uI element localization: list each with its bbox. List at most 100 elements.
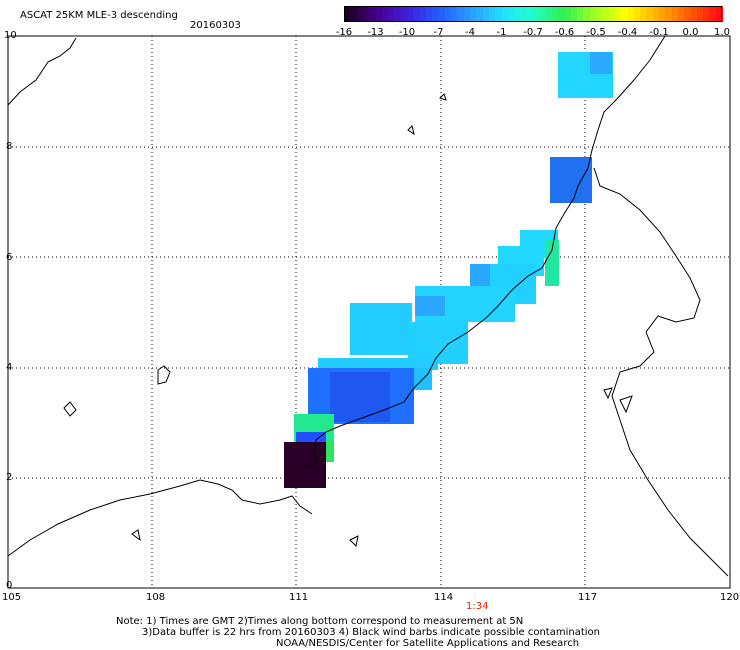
colorbar-segment (589, 6, 597, 22)
colorbar-segment (388, 6, 395, 22)
colorbar-segment (476, 6, 484, 22)
colorbar-segment (488, 6, 496, 22)
colorbar-segment (690, 6, 698, 22)
colorbar-label: -1 (496, 27, 507, 38)
note-line-3: NOAA/NESDIS/Center for Satellite Applica… (276, 638, 580, 649)
y-tick-8: 8 (6, 141, 13, 152)
wind-swath (284, 52, 613, 488)
swath-cell (284, 442, 326, 488)
colorbar-segment (633, 6, 641, 22)
colorbar-segment (501, 6, 509, 22)
colorbar-segment (703, 6, 710, 22)
colorbar-segment (671, 6, 679, 22)
colorbar-segment (432, 6, 440, 22)
colorbar-segment (558, 6, 566, 22)
colorbar-segment (526, 6, 534, 22)
colorbar-segment (394, 6, 402, 22)
colorbar-segment (696, 6, 704, 22)
x-tick-108: 108 (146, 592, 166, 603)
y-tick-4: 4 (6, 362, 13, 373)
colorbar-segment (533, 6, 540, 22)
colorbar-segment (400, 6, 408, 22)
colorbar-segment (596, 6, 603, 22)
time-marker: 1:34 (466, 601, 489, 612)
colorbar-segment (470, 6, 477, 22)
colorbar-segment (583, 6, 591, 22)
colorbar-segment (419, 6, 427, 22)
colorbar-label: -10 (398, 27, 416, 38)
coastlines (7, 35, 729, 577)
colorbar-segment (551, 6, 559, 22)
x-tick-105: 105 (2, 592, 22, 603)
colorbar-segment (375, 6, 383, 22)
x-tick-111: 111 (289, 592, 309, 603)
island (619, 395, 633, 414)
colorbar-segment (539, 6, 547, 22)
island (157, 365, 171, 385)
colorbar-segment (640, 6, 647, 22)
colorbar-segment (344, 6, 351, 22)
colorbar-segment (614, 6, 622, 22)
coastline-malay (7, 479, 313, 557)
map-frame (7, 35, 731, 589)
colorbar-segment (570, 6, 578, 22)
x-tick-120: 120 (720, 592, 740, 603)
swath-cell (550, 157, 592, 203)
island (349, 535, 359, 548)
colorbar-label: -0.4 (617, 27, 638, 38)
swath-cell (350, 303, 412, 355)
colorbar-segment (438, 6, 446, 22)
colorbar-segment (451, 6, 458, 22)
island (63, 401, 77, 417)
colorbar-segment (659, 6, 666, 22)
colorbar-label: -0.7 (523, 27, 543, 38)
island (407, 125, 415, 136)
colorbar-segment (495, 6, 503, 22)
colorbar-segment (362, 6, 370, 22)
y-tick-6: 6 (6, 252, 13, 263)
island (131, 529, 141, 542)
swath-cell (408, 322, 468, 364)
colorbar-segment (545, 6, 553, 22)
colorbar-label: 1.0 (714, 27, 730, 38)
colorbar-segment (564, 6, 572, 22)
colorbar-segment (444, 6, 452, 22)
colorbar-label: -4 (465, 27, 475, 38)
colorbar-segment (356, 6, 364, 22)
colorbar-segment (425, 6, 433, 22)
colorbar-segment (684, 6, 692, 22)
swath-cell (415, 296, 445, 316)
swath-cell (330, 372, 390, 422)
colorbar-segment (514, 6, 521, 22)
colorbar-segment (350, 6, 358, 22)
island (439, 93, 447, 101)
colorbar-label: 0.0 (682, 27, 699, 38)
swath-cell (318, 358, 438, 370)
colorbar-segment (627, 6, 635, 22)
colorbar-label: -0.6 (554, 27, 575, 38)
colorbar-segment (520, 6, 528, 22)
colorbar-segment (407, 6, 414, 22)
coastline-palawan (301, 35, 666, 469)
colorbar-segment (677, 6, 685, 22)
y-tick-10: 10 (4, 30, 17, 41)
colorbar-segment (381, 6, 389, 22)
colorbar-segment (457, 6, 465, 22)
colorbar-segment (482, 6, 490, 22)
colorbar-segment (463, 6, 471, 22)
swath-cell (545, 240, 559, 286)
island (603, 387, 613, 400)
coastline-indochina (7, 37, 77, 106)
note-line-2: 3)Data buffer is 22 hrs from 20160303 4)… (142, 627, 600, 638)
note-line-1: Note: 1) Times are GMT 2)Times along bot… (116, 616, 524, 627)
swath-cell (590, 52, 612, 74)
colorbar-label: -16 (335, 27, 353, 38)
colorbar-label: -0.5 (586, 27, 606, 38)
colorbar-segment (577, 6, 584, 22)
colorbar-segment (652, 6, 660, 22)
colorbar-segment (602, 6, 610, 22)
colorbar-segment (665, 6, 673, 22)
colorbar-segment (715, 6, 723, 22)
y-tick-2: 2 (6, 472, 13, 483)
